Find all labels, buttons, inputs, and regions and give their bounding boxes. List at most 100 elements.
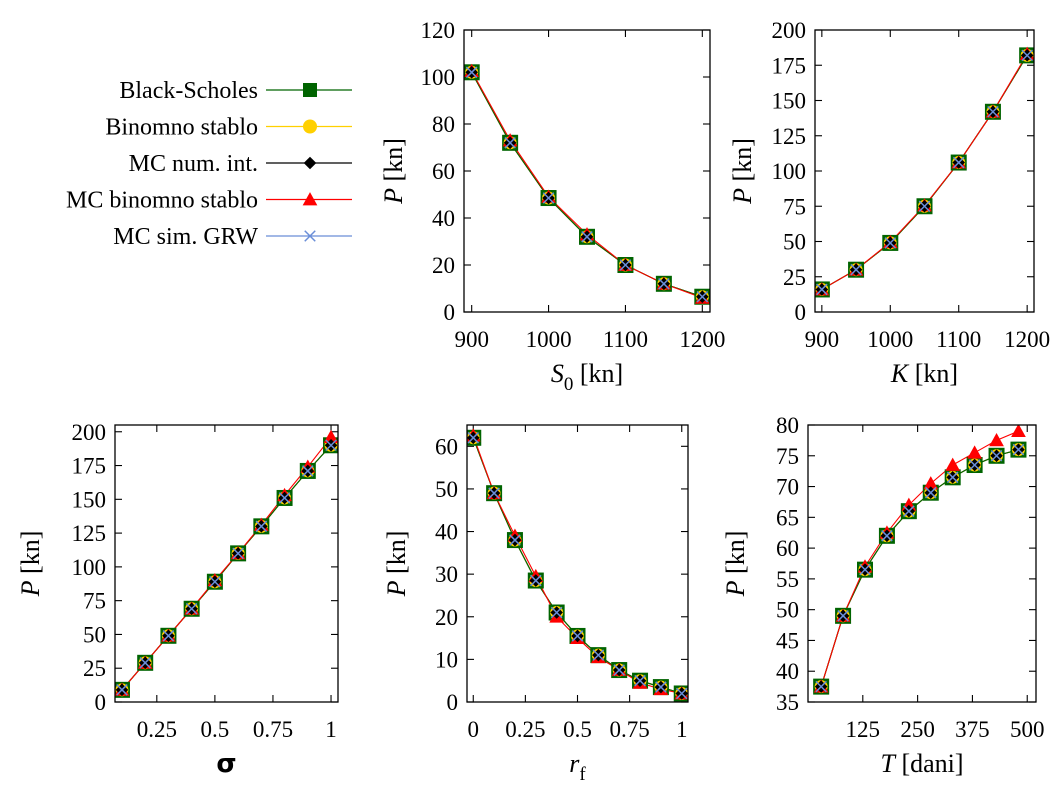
y-tick-label: 60 <box>776 536 799 561</box>
series-line <box>121 436 332 691</box>
x-tick-label: 0.5 <box>563 717 592 742</box>
legend-marker <box>303 119 317 134</box>
y-tick-label: 50 <box>776 598 799 623</box>
x-tick-label: 1 <box>676 717 688 742</box>
plot-frame <box>807 424 1037 703</box>
data-point <box>465 66 478 79</box>
y-tick-label: 20 <box>432 253 455 278</box>
legend-entry: MC binomno stablo <box>66 188 352 214</box>
data-point <box>581 231 593 243</box>
y-tick-label: 100 <box>421 65 456 90</box>
data-point <box>850 263 862 276</box>
x-tick-label: 500 <box>1010 717 1045 742</box>
x-tick-label: 0.25 <box>137 717 177 742</box>
y-tick-label: 55 <box>776 567 799 592</box>
data-point <box>675 687 688 700</box>
series-group <box>467 428 688 702</box>
data-point <box>185 602 198 615</box>
series-line <box>821 55 1028 290</box>
y-tick-label: 60 <box>432 159 455 184</box>
y-tick-label: 40 <box>432 206 455 231</box>
chart-rf: 0 10 20 30 40 50 60 0 0.25 0.5 0.75 1 rf P [kn] <box>382 424 689 785</box>
series-line <box>820 449 1019 687</box>
data-point <box>990 449 1003 462</box>
legend-label: MC sim. GRW <box>113 224 258 250</box>
y-tick-label: 0 <box>795 300 807 325</box>
x-axis-label-symbol: r <box>569 749 580 778</box>
data-point <box>967 445 982 459</box>
data-point <box>952 156 965 169</box>
x-tick-label: 1000 <box>867 327 913 352</box>
y-tick-label: 10 <box>435 647 458 672</box>
data-point <box>837 610 849 622</box>
series-line <box>820 449 1019 687</box>
y-tick-label: 0 <box>444 300 456 325</box>
series-line <box>820 430 1019 687</box>
series-line <box>472 437 682 695</box>
legend-label: MC binomno stablo <box>66 188 258 214</box>
y-tick-label: 200 <box>72 420 107 445</box>
x-axis-label-subscript: 0 <box>564 374 574 395</box>
data-point <box>1021 49 1033 62</box>
x-tick-label: 0.25 <box>505 717 545 742</box>
y-tick-label: 50 <box>83 622 106 647</box>
series-line <box>471 72 703 298</box>
plot-frame <box>466 424 689 703</box>
y-tick-label: 175 <box>72 454 107 479</box>
x-tick-label: 1200 <box>1004 327 1050 352</box>
x-axis-label-unit: [kn] <box>908 359 958 388</box>
data-point <box>509 534 521 546</box>
y-axis-label: P [kn] <box>16 531 45 598</box>
y-tick-label: 100 <box>72 555 107 580</box>
y-axis-label-unit: [kn] <box>16 531 45 581</box>
series-group <box>464 63 710 305</box>
data-point <box>634 674 646 687</box>
x-axis-label: S0 [kn] <box>551 359 623 395</box>
y-tick-label: 0 <box>95 690 107 715</box>
data-point <box>918 200 931 213</box>
y-tick-label: 0 <box>447 690 459 715</box>
x-tick-label: 0.5 <box>201 717 230 742</box>
data-point <box>859 563 871 576</box>
y-tick-label: 45 <box>776 628 799 653</box>
data-point <box>209 575 221 588</box>
data-point <box>923 476 939 490</box>
x-axis-label-symbol: S <box>551 359 564 388</box>
plot-frame <box>463 29 711 313</box>
y-tick-label: 30 <box>435 562 458 587</box>
data-point <box>945 457 961 471</box>
data-point <box>1012 443 1025 456</box>
y-tick-label: 25 <box>783 265 806 290</box>
series-line <box>472 435 682 695</box>
data-point <box>815 680 827 693</box>
x-tick-label: 1000 <box>526 327 572 352</box>
y-tick-label: 80 <box>776 413 799 438</box>
data-point <box>232 547 244 560</box>
data-point <box>903 505 915 517</box>
legend-label: Black-Scholes <box>119 78 258 104</box>
data-point <box>467 432 480 444</box>
legend-entry: Black-Scholes <box>119 78 352 104</box>
y-tick-label: 60 <box>435 434 458 459</box>
x-tick-label: 900 <box>454 327 489 352</box>
data-point <box>613 664 625 676</box>
series-line <box>471 72 703 298</box>
data-point <box>278 492 291 504</box>
series-line <box>820 449 1019 687</box>
legend: Black-Scholes Binomno stablo MC num. int. M… <box>66 78 352 250</box>
series-line <box>472 437 682 695</box>
series-line <box>471 72 703 298</box>
y-axis-label-unit: [kn] <box>728 138 757 188</box>
y-tick-label: 175 <box>772 53 807 78</box>
data-point <box>571 630 584 642</box>
y-tick-label: 125 <box>72 521 107 546</box>
y-tick-label: 25 <box>83 656 106 681</box>
data-point <box>592 649 605 661</box>
data-point <box>162 630 175 642</box>
data-point <box>655 681 667 693</box>
data-point <box>881 530 893 542</box>
y-axis-label: P [kn] <box>379 138 408 205</box>
x-tick-label: 1100 <box>936 327 981 352</box>
